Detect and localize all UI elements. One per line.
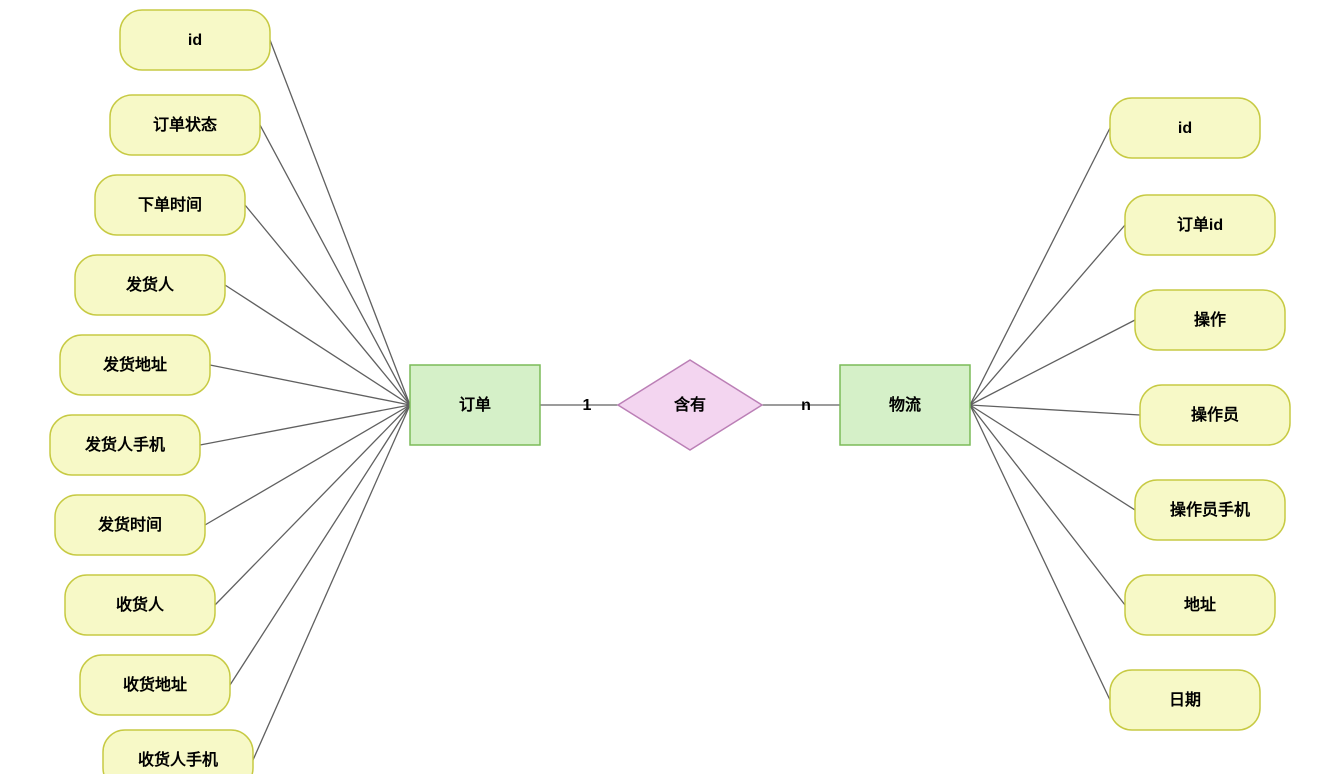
attr-node: 收货地址	[80, 655, 230, 715]
attr-label: 操作	[1194, 310, 1226, 329]
attr-node: 订单状态	[110, 95, 260, 155]
attr-node: 下单时间	[95, 175, 245, 235]
attr-label: id	[188, 32, 202, 49]
entity-label: 物流	[889, 395, 921, 414]
attr-label: 日期	[1169, 690, 1201, 709]
attr-label: 地址	[1184, 595, 1216, 614]
attr-node: id	[1110, 98, 1260, 158]
attr-node: 日期	[1110, 670, 1260, 730]
entity-node: 订单	[410, 365, 540, 445]
relationship-label: 含有	[674, 395, 706, 414]
attr-node: 发货时间	[55, 495, 205, 555]
attr-label: 操作员手机	[1170, 500, 1250, 519]
attr-node: 操作员	[1140, 385, 1290, 445]
entity-node: 物流	[840, 365, 970, 445]
er-diagram: id 订单状态下单时间发货人发货地址发货人手机发货时间收货人收货地址收货人手机 id…	[0, 0, 1343, 774]
attr-label: 收货人	[116, 595, 165, 614]
attr-edge	[215, 405, 410, 605]
attr-edge	[970, 320, 1135, 405]
attr-label: 订单状态	[153, 115, 217, 134]
attr-label: 订单id	[1177, 215, 1223, 234]
attr-edge	[270, 40, 410, 405]
attr-edge	[970, 405, 1140, 415]
attr-node: 收货人	[65, 575, 215, 635]
attr-edge	[230, 405, 410, 685]
entity-label: 订单	[459, 395, 491, 414]
attr-label: id	[1178, 120, 1192, 137]
attr-label: 发货地址	[102, 355, 167, 374]
attr-node: 操作	[1135, 290, 1285, 350]
attr-edge	[970, 405, 1125, 605]
relationship-node: 含有	[618, 360, 762, 450]
attr-edge	[205, 405, 410, 525]
attr-node: 操作员手机	[1135, 480, 1285, 540]
node-layer: id 订单状态下单时间发货人发货地址发货人手机发货时间收货人收货地址收货人手机 id…	[50, 10, 1290, 774]
attr-label: 收货人手机	[138, 750, 218, 769]
attr-node: 订单id	[1125, 195, 1275, 255]
attr-node: 发货人	[75, 255, 225, 315]
attr-node: 发货地址	[60, 335, 210, 395]
attr-edge	[260, 125, 410, 405]
attr-node: 发货人手机	[50, 415, 200, 475]
attr-label: 发货人	[125, 275, 175, 294]
attr-label: 下单时间	[138, 195, 202, 214]
attr-edge	[200, 405, 410, 445]
attr-label: 发货时间	[97, 515, 162, 534]
attr-label: 收货地址	[123, 675, 187, 694]
attr-edge	[253, 405, 410, 760]
attr-label: 操作员	[1191, 405, 1239, 424]
attr-label: 发货人手机	[84, 435, 165, 454]
cardinality-right: n	[801, 397, 811, 414]
attr-node: 地址	[1125, 575, 1275, 635]
attr-node: id	[120, 10, 270, 70]
attr-edge	[245, 205, 410, 405]
cardinality-left: 1	[583, 397, 592, 414]
attr-node: 收货人手机	[103, 730, 253, 774]
